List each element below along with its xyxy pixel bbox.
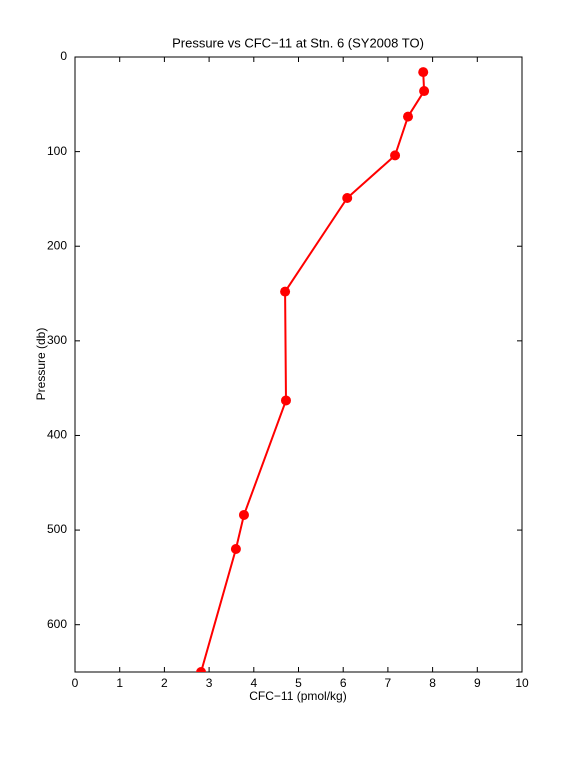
data-line: [200, 72, 426, 672]
x-tick-label: 5: [295, 676, 302, 690]
x-tick-label: 3: [206, 676, 213, 690]
data-point: [280, 395, 291, 406]
x-tick-label: 6: [340, 676, 347, 690]
data-point: [196, 667, 207, 672]
x-axis-label: CFC−11 (pmol/kg): [249, 689, 346, 703]
y-tick-label: 400: [47, 428, 67, 442]
data-point: [342, 192, 353, 203]
y-tick-label: 200: [47, 238, 67, 252]
y-axis-label: Pressure (db): [34, 328, 48, 401]
y-tick-label: 0: [60, 49, 67, 63]
y-tick-label: 600: [47, 617, 67, 631]
data-point: [419, 86, 430, 97]
x-tick-label: 8: [429, 676, 436, 690]
data-point: [390, 150, 401, 161]
data-point: [230, 544, 241, 554]
data-point: [238, 509, 249, 520]
chart-title: Pressure vs CFC−11 at Stn. 6 (SY2008 TO): [172, 35, 424, 50]
x-tick-label: 4: [250, 676, 257, 690]
x-tick-label: 10: [515, 676, 529, 690]
data-point: [418, 67, 429, 78]
x-tick-label: 1: [116, 676, 123, 690]
plot-area: [196, 67, 430, 672]
data-point: [280, 286, 291, 297]
y-tick-label: 100: [47, 144, 67, 158]
data-point: [403, 111, 414, 122]
y-tick-label: 500: [47, 522, 67, 536]
x-tick-label: 0: [72, 676, 79, 690]
x-tick-label: 7: [385, 676, 392, 690]
axes-box: [74, 56, 523, 673]
x-tick-label: 9: [474, 676, 481, 690]
y-tick-label: 300: [47, 333, 67, 347]
x-tick-label: 2: [161, 676, 168, 690]
